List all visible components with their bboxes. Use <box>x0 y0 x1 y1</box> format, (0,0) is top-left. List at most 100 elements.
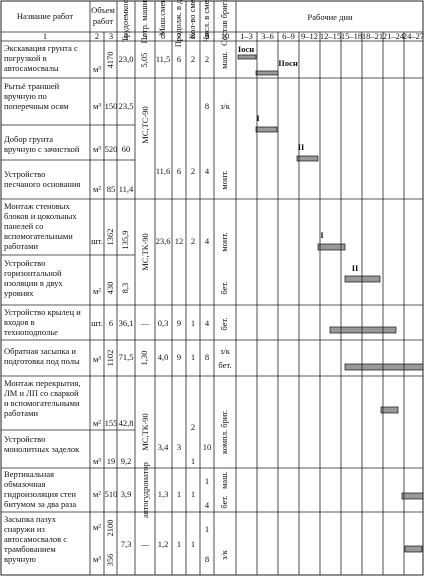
cell-text: 6–9 <box>282 31 295 41</box>
cell-text: 155 <box>105 418 118 428</box>
bar <box>329 326 397 334</box>
cell-text: Объем <box>91 5 115 15</box>
cell-text: шт. <box>91 318 103 328</box>
cell-text: 6 <box>109 318 113 328</box>
cell-text: 8 <box>205 554 209 564</box>
cell-text: Вертикальная <box>4 469 54 479</box>
cell-text: 1102 <box>105 350 115 367</box>
cell-text: ЛМ и ЛП со сваркой <box>4 388 79 398</box>
cell-text: техноподполье <box>4 327 58 337</box>
cell-text: 85 <box>107 184 116 194</box>
cell-text: Устройство <box>4 258 45 268</box>
cell-text: Iосн <box>238 44 254 54</box>
cell-text: 4 <box>205 166 210 176</box>
cell-text: бет. <box>219 317 229 330</box>
gantt-bars <box>237 54 424 553</box>
cell-text: 23,6 <box>156 236 171 246</box>
cell-text: з/к <box>219 549 229 560</box>
cell-text: Состав бригады <box>219 0 229 46</box>
cell-text: 36,1 <box>119 318 134 328</box>
cell-text: компл. бриг. <box>219 410 229 454</box>
cell-text: 1 <box>205 524 209 534</box>
cell-text: Числ. в смену <box>201 0 211 42</box>
cell-text: 71,5 <box>119 352 134 362</box>
cell-text: Устройство <box>4 169 45 179</box>
cell-text: 2 <box>191 166 195 176</box>
cell-text: уровнях <box>4 288 34 298</box>
cell-text: 11,4 <box>119 184 134 194</box>
cell-text: 8,3 <box>120 283 130 294</box>
cell-text: 356 <box>105 554 115 567</box>
bar <box>317 243 346 251</box>
cell-text: вручную <box>4 554 36 564</box>
cell-text: 1362 <box>105 229 115 246</box>
cell-text: и вспомогательными <box>4 398 80 408</box>
cell-text: з/к <box>220 346 231 356</box>
cell-text: 2 <box>95 31 99 41</box>
cell-text: 2 <box>191 54 195 64</box>
cell-text: 430 <box>105 282 115 295</box>
cell-text: Монтаж перекрытия, <box>4 378 80 388</box>
cell-text: автогудронатор <box>140 462 150 518</box>
cell-text: 11,6 <box>156 166 171 176</box>
cell-text: 4,0 <box>158 352 169 362</box>
cell-text: I <box>256 113 260 123</box>
cell-text: вручную с зачисткой <box>4 144 80 154</box>
cell-text: Устройство крылец и <box>4 307 81 317</box>
cell-text: II <box>298 142 305 152</box>
cell-text: 6 <box>161 31 165 41</box>
cell-text: работами <box>4 408 38 418</box>
cell-text: 42,8 <box>119 418 134 428</box>
cell-text: 3 <box>177 442 181 452</box>
cell-text: 1 <box>177 539 181 549</box>
cell-text: 2 <box>191 422 195 432</box>
cell-text: маш. <box>219 471 229 489</box>
cell-text: I <box>320 230 324 240</box>
cell-text: 19 <box>107 456 116 466</box>
cell-text: автосамосвалы <box>4 63 59 73</box>
bar <box>255 70 279 76</box>
cell-text: панелей со <box>4 221 43 231</box>
cell-text: 1 <box>191 539 195 549</box>
cell-text: 9,2 <box>121 456 132 466</box>
cell-text: м² <box>93 184 101 194</box>
cell-text: вручную по <box>4 91 47 101</box>
cell-text: 9 <box>177 318 181 328</box>
cell-text: подготовка под полы <box>4 356 80 366</box>
cell-text: входов в <box>4 317 35 327</box>
cell-text: 5 <box>143 31 147 41</box>
cell-text: м³ <box>93 64 101 74</box>
cell-text: 60 <box>122 144 131 154</box>
cell-text: 9 <box>205 31 209 41</box>
cell-text: 1 <box>191 456 195 466</box>
cell-text: работ <box>93 16 113 26</box>
cell-text: Устройство <box>4 434 45 444</box>
cell-text: 8 <box>191 31 195 41</box>
cell-text: автосамосвалов с <box>4 534 67 544</box>
cell-text: 510 <box>105 489 118 499</box>
cell-text: 1 <box>205 476 209 486</box>
cell-text: битумом за два раза <box>4 499 76 509</box>
cell-text: вспомогательными <box>4 231 73 241</box>
cell-text: Маш.смен <box>157 0 167 36</box>
cell-text: 3–6 <box>261 31 274 41</box>
cell-text: II <box>352 263 359 273</box>
cell-text: 1,30 <box>139 351 149 366</box>
cell-text: 4 <box>205 318 210 328</box>
bar <box>380 406 399 414</box>
cell-text: 3,4 <box>158 442 169 452</box>
cell-text: IIосн <box>278 58 298 68</box>
cell-text: — <box>140 318 150 328</box>
cell-text: м² <box>93 418 101 428</box>
cell-text: обмазочная <box>4 479 46 489</box>
cell-text: м³ <box>93 101 101 111</box>
cell-text: — <box>140 539 150 549</box>
cell-text: 6 <box>177 54 181 64</box>
cell-text: 4 <box>205 500 210 510</box>
cell-text: Добор грунта <box>4 134 53 144</box>
cell-text: Экскавация грунта с <box>4 43 78 53</box>
cell-text: м³ <box>93 144 101 154</box>
cell-text: бет. <box>219 281 229 294</box>
